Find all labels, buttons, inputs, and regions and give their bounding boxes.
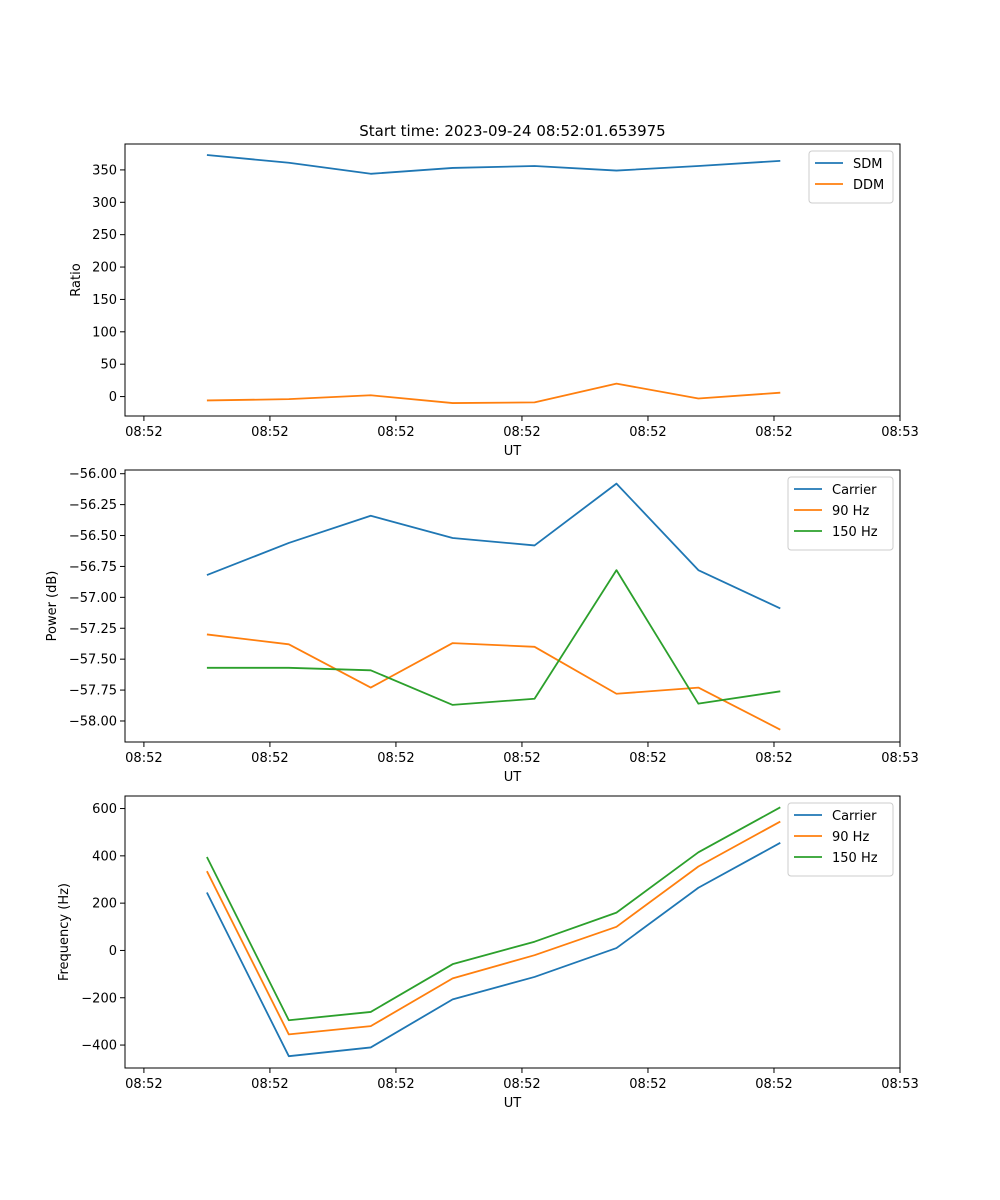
x-tick-label: 08:52	[377, 425, 414, 440]
charts-container: Start time: 2023-09-24 08:52:01.653975 08…	[45, 122, 919, 1111]
chart-panel-3: 08:52 08:52 08:52 08:52 08:52 08:52 08:53 600 40…	[57, 795, 919, 1111]
series-line-ddm	[206, 382, 781, 404]
legend-label: Carrier	[832, 809, 877, 824]
axes-frame	[124, 795, 901, 1069]
x-tick-label: 08:52	[629, 1077, 666, 1092]
y-tick-label: 100	[92, 325, 117, 340]
x-tick-label: 08:52	[251, 425, 288, 440]
legend-label: 150 Hz	[832, 851, 878, 866]
y-tick-label: 600	[92, 802, 117, 817]
series-line-150-hz	[206, 806, 781, 1022]
legend-label: SDM	[853, 157, 882, 172]
series-line-150-hz	[206, 569, 781, 706]
x-tick-label: 08:52	[629, 751, 666, 766]
chart-panel-1: Start time: 2023-09-24 08:52:01.653975 08…	[69, 122, 919, 459]
x-tick-label: 08:52	[503, 425, 540, 440]
y-tick-label: 400	[92, 849, 117, 864]
y-tick-label: −57.00	[69, 591, 117, 606]
x-tick-label: 08:52	[377, 751, 414, 766]
y-tick-label: 200	[92, 261, 117, 276]
x-tick-label: 08:53	[881, 425, 918, 440]
y-tick-label: −57.25	[69, 622, 117, 637]
y-axis-label: Frequency (Hz)	[57, 883, 72, 981]
series-line-sdm	[206, 154, 781, 175]
axes-frame	[124, 143, 901, 417]
y-tick-label: −57.75	[69, 684, 117, 699]
y-tick-label: 200	[92, 897, 117, 912]
series-line-90-hz	[206, 820, 781, 1036]
x-tick-label: 08:52	[251, 751, 288, 766]
y-tick-label: −56.00	[69, 467, 117, 482]
legend-label: 150 Hz	[832, 525, 878, 540]
x-axis-label: UT	[504, 770, 522, 785]
y-tick-label: −56.50	[69, 529, 117, 544]
x-tick-label: 08:53	[881, 751, 918, 766]
legend: SDM DDM	[808, 150, 894, 204]
legend-label: Carrier	[832, 483, 877, 498]
chart-title: Start time: 2023-09-24 08:52:01.653975	[359, 122, 665, 140]
x-tick-label: 08:52	[503, 751, 540, 766]
x-tick-label: 08:52	[755, 751, 792, 766]
y-tick-label: −56.75	[69, 560, 117, 575]
series-line-carrier	[206, 482, 781, 610]
x-tick-label: 08:52	[125, 1077, 162, 1092]
legend-label: 90 Hz	[832, 504, 869, 519]
y-tick-label: 300	[92, 196, 117, 211]
y-tick-label: 150	[92, 293, 117, 308]
y-tick-label: 50	[100, 358, 117, 373]
x-tick-label: 08:52	[377, 1077, 414, 1092]
series-line-90-hz	[206, 633, 781, 731]
y-tick-label: 0	[109, 390, 117, 405]
legend: Carrier 90 Hz 150 Hz	[787, 802, 894, 877]
x-tick-label: 08:53	[881, 1077, 918, 1092]
x-tick-label: 08:52	[125, 751, 162, 766]
x-tick-label: 08:52	[125, 425, 162, 440]
axes-frame	[124, 469, 901, 743]
y-tick-label: 0	[109, 944, 117, 959]
y-tick-label: −57.50	[69, 653, 117, 668]
y-tick-label: 250	[92, 228, 117, 243]
legend: Carrier 90 Hz 150 Hz	[787, 476, 894, 551]
x-tick-label: 08:52	[629, 425, 666, 440]
x-axis-label: UT	[504, 1096, 522, 1111]
y-axis-label: Ratio	[69, 263, 84, 296]
y-tick-label: −56.25	[69, 498, 117, 513]
y-axis-label: Power (dB)	[45, 571, 60, 642]
legend-label: DDM	[853, 178, 884, 193]
x-axis-label: UT	[504, 444, 522, 459]
y-tick-label: −58.00	[69, 714, 117, 729]
x-tick-label: 08:52	[755, 1077, 792, 1092]
y-tick-label: 350	[92, 163, 117, 178]
x-tick-label: 08:52	[755, 425, 792, 440]
legend-label: 90 Hz	[832, 830, 869, 845]
y-tick-label: −200	[81, 991, 117, 1006]
x-tick-label: 08:52	[251, 1077, 288, 1092]
x-tick-label: 08:52	[503, 1077, 540, 1092]
series-line-carrier	[206, 842, 781, 1058]
legend-box	[808, 150, 894, 204]
y-tick-label: −400	[81, 1039, 117, 1054]
chart-panel-2: 08:52 08:52 08:52 08:52 08:52 08:52 08:53 −56.0…	[45, 467, 919, 785]
